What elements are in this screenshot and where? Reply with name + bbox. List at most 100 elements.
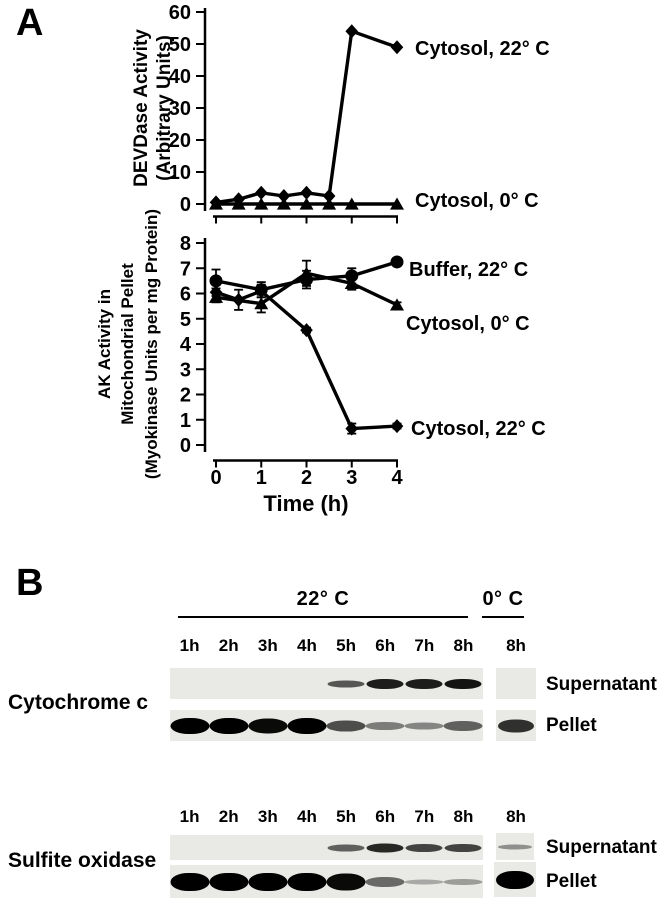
blot-strip-sulfite-oxidase-supernatant-0c: [496, 833, 534, 860]
blot-band: [248, 872, 288, 891]
marker-triangle: [276, 197, 291, 210]
y-axis-title: AK Activity in: [95, 289, 114, 399]
lane-label-2h: 2h: [218, 636, 239, 655]
y-tick-label: 30: [169, 98, 191, 120]
y-tick-label: 0: [180, 435, 191, 457]
blot-band: [498, 844, 532, 849]
lane-label-1h: 1h: [179, 636, 200, 655]
devdase-chart: 0 10 20 30 40 50 60 DEVDase Activity (Arbitrary …: [131, 2, 550, 224]
lane-label-4h: 4h: [297, 807, 317, 826]
fraction-label-pellet-sulfite: Pellet: [546, 871, 597, 892]
series-cytosol-22-c: [209, 283, 404, 436]
marker-triangle: [231, 197, 246, 210]
marker-triangle: [209, 197, 223, 210]
y-tick-label: 2: [180, 385, 191, 407]
lane-label-7h: 7h: [414, 636, 435, 655]
marker-circle: [209, 274, 223, 288]
blot-band: [326, 873, 366, 890]
marker-diamond: [322, 189, 336, 203]
blot-band: [248, 718, 288, 733]
marker-triangle: [344, 197, 359, 210]
blot-band: [498, 719, 534, 732]
blot-band: [326, 720, 366, 731]
ak-activity-chart: 0 1 2 3 4 5 6 7 8 0 1 2 3 4 Time (h) AK Activity in Mito…: [95, 209, 546, 516]
lane-label-5h: 5h: [336, 807, 356, 826]
legend-label-cytosol-22-c: Cytosol, 22° C: [411, 418, 546, 440]
blot-band: [287, 717, 327, 734]
blot-band: [170, 717, 210, 734]
x-tick-label: 3: [346, 467, 357, 489]
y-tick-label: 50: [169, 34, 191, 56]
legend-label-buffer-22-c: Buffer, 22° C: [409, 259, 528, 281]
lane-label-4h: 4h: [297, 636, 317, 655]
marker-triangle: [344, 276, 359, 289]
y-tick-label: 1: [180, 410, 191, 432]
y-axis-title: (Myokinase Units per mg Protein): [142, 209, 161, 479]
x-tick-label: 2: [301, 467, 312, 489]
marker-diamond: [254, 283, 268, 298]
y-tick-label: 3: [180, 359, 191, 381]
marker-diamond: [232, 292, 245, 307]
y-tick-label: 8: [180, 233, 191, 255]
blot-band: [404, 879, 444, 884]
y-tick-label: 7: [180, 258, 191, 280]
y-tick-label: 6: [180, 284, 191, 306]
legend-label-cytosol-0-c: Cytosol, 0° C: [406, 313, 530, 335]
fraction-label-supernatant-cytochrome: Supernatant: [546, 674, 657, 695]
marker-diamond: [300, 323, 313, 338]
marker-diamond: [300, 185, 313, 200]
marker-triangle: [322, 197, 337, 210]
blot-band: [443, 878, 483, 885]
y-tick-label: 10: [169, 162, 191, 184]
marker-circle: [390, 255, 404, 269]
blot-row-label-cytochrome-c: Cytochrome c: [8, 691, 149, 714]
lane-label-0c-8h: 8h: [506, 807, 526, 826]
blot-band: [209, 717, 249, 734]
blot-strip-sulfite-oxidase-supernatant-22c: [170, 835, 483, 860]
marker-diamond: [254, 185, 268, 200]
lane-label-1h: 1h: [179, 807, 200, 826]
blot-band: [444, 678, 482, 689]
blot-row-label-sulfite-oxidase: Sulfite oxidase: [8, 849, 157, 872]
x-tick-label: 0: [210, 467, 221, 489]
lane-label-6h: 6h: [375, 636, 396, 655]
blot-band: [404, 722, 444, 729]
y-axis-title: (Arbitrary Units): [154, 35, 175, 181]
marker-diamond: [345, 421, 359, 436]
series-line: [215, 29, 398, 205]
lane-label-8h: 8h: [453, 807, 474, 826]
blot-band: [209, 872, 249, 891]
y-tick-label: 40: [169, 66, 191, 88]
y-axis-title: DEVDase Activity: [131, 29, 152, 187]
lane-label-2h: 2h: [218, 807, 239, 826]
blot-band: [170, 872, 210, 891]
y-tick-label: 5: [180, 309, 191, 331]
marker-triangle: [390, 298, 404, 311]
lane-labels-cytochrome: 1h 2h 3h 4h 5h 6h 7h 8h 8h: [0, 636, 660, 655]
marker-triangle: [390, 197, 404, 210]
temp-underline-22c: [178, 616, 468, 618]
fraction-label-supernatant-sulfite: Supernatant: [546, 837, 657, 858]
marker-diamond: [345, 24, 359, 39]
series-cytosol-22-c: [209, 24, 404, 210]
blot-band: [366, 678, 404, 689]
blot-band: [443, 720, 483, 731]
legend-label-cytosol-22-c: Cytosol, 22° C: [415, 38, 550, 60]
blot-band: [444, 843, 482, 852]
series-line: [215, 289, 398, 431]
series-cytosol-0-c: [209, 259, 404, 314]
blot-band: [405, 678, 443, 689]
y-tick-label: 60: [169, 2, 191, 24]
lane-label-7h: 7h: [414, 807, 435, 826]
lane-label-5h: 5h: [336, 636, 356, 655]
marker-circle: [345, 269, 359, 283]
lane-label-0c-8h: 8h: [506, 636, 526, 655]
blot-strip-sulfite-oxidase-pellet-22c: [170, 865, 483, 898]
blot-band: [287, 872, 327, 891]
blot-strip-cytochrome-c-pellet-22c: [170, 710, 483, 741]
blot-band: [405, 843, 443, 852]
x-tick-label: 4: [391, 467, 403, 489]
blot-strip-sulfite-oxidase-pellet-0c: [494, 862, 536, 897]
